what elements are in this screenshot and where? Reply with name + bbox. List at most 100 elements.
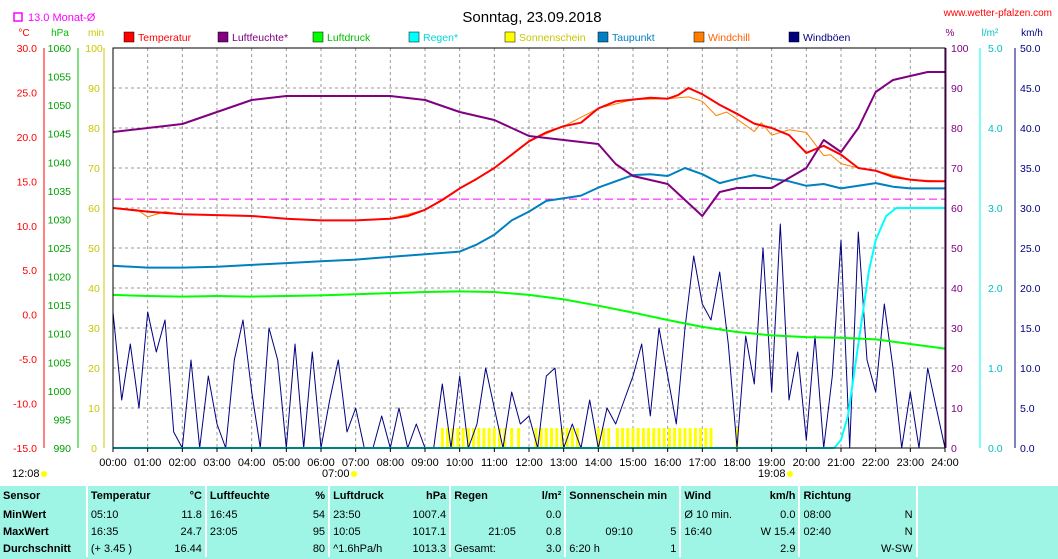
rain-time (449, 506, 519, 523)
sunshine-bar (621, 428, 625, 448)
temp-unit: °C (18, 28, 29, 39)
temp-tick-label: 10.0 (17, 221, 38, 233)
stats-table: Sensor Temperatur °C Luftfeuchte % Luftd… (0, 486, 1058, 557)
x-tick-label: 18:00 (723, 457, 751, 469)
direction-value: N (904, 525, 913, 538)
sunshine-bar (667, 428, 671, 448)
sunshine-bar (704, 428, 708, 448)
legend-label: Regen* (423, 32, 458, 44)
wind-value: W 15.4 (760, 525, 796, 538)
row-label: Durchschnitt (3, 542, 71, 555)
month-avg-label: 13.0 Monat-Ø (28, 12, 96, 24)
sunshine-bar (683, 428, 687, 448)
x-tick-label: 03:00 (203, 457, 231, 469)
rain-tick-label: 4.0 (988, 123, 1003, 135)
pressure-tick-label: 1040 (48, 157, 72, 169)
rain-tick-label: 2.0 (988, 283, 1003, 295)
col-rain-unit: l/m² (541, 490, 562, 502)
pressure-tick-label: 995 (53, 414, 71, 426)
humidity-tick-label: 100 (951, 43, 969, 55)
x-tick-label: 02:00 (169, 457, 197, 469)
legend-swatch (408, 31, 420, 43)
pressure-tick-label: 1035 (48, 186, 72, 198)
sun-unit: min (88, 28, 104, 39)
stats-header-row: Sensor Temperatur °C Luftfeuchte % Luftd… (0, 486, 1058, 506)
sunshine-bar (636, 428, 640, 448)
sunshine-bar (472, 428, 476, 448)
x-tick-label: 05:00 (273, 457, 301, 469)
rain-value: 0.0 (545, 508, 562, 521)
empty-cell (915, 540, 1058, 557)
temp-value: 16.44 (174, 542, 202, 555)
legend-label: Temperatur (138, 32, 192, 44)
stats-row-min: MinWert 05:10 11.8 16:45 54 23:50 1007.4… (0, 506, 1058, 523)
sunshine-bar (673, 428, 677, 448)
legend-swatch (504, 31, 516, 43)
temp-tick-label: 5.0 (22, 265, 37, 277)
x-tick-label: 16:00 (654, 457, 682, 469)
x-tick-label: 22:00 (862, 457, 890, 469)
rain-unit: l/m² (982, 28, 999, 39)
direction-value: N (904, 508, 913, 521)
col-pressure: Luftdruck (328, 486, 408, 506)
wind-tick-label: 0.0 (1020, 443, 1035, 455)
x-tick-label: 24:00 (931, 457, 959, 469)
wind-time: 16:40 (679, 523, 745, 540)
temp-tick-label: 30.0 (17, 43, 38, 55)
legend-swatch (312, 31, 324, 43)
humidity-time: 23:05 (204, 523, 287, 540)
direction-time: 02:40 (798, 523, 863, 540)
col-direction-spacer (862, 486, 917, 506)
temp-tick-label: 25.0 (17, 87, 38, 99)
pressure-tick-label: 1030 (48, 214, 72, 226)
sunshine-bar (626, 428, 630, 448)
pressure-tick-label: 1010 (48, 329, 72, 341)
sunshine-bar (688, 428, 692, 448)
sunshine-bar (662, 428, 666, 448)
humidity-tick-label: 50 (951, 243, 963, 255)
sunshine-bar (615, 428, 619, 448)
wind-value: 2.9 (780, 542, 796, 555)
col-humidity-unit: % (315, 490, 326, 502)
legend-swatch (123, 31, 135, 43)
pressure-time: 10:05 (328, 523, 408, 540)
sun-tick-label: 60 (88, 203, 100, 215)
temp-tick-label: 0.0 (22, 310, 37, 322)
site-url: www.wetter-pfalzen.com (943, 8, 1052, 19)
stats-row-avg: Durchschnitt (+ 3.45 ) 16.44 80 ^1.6hPa/… (0, 540, 1058, 557)
humidity-tick-label: 10 (951, 403, 963, 415)
x-tick-label: 17:00 (689, 457, 717, 469)
x-tick-label: 09:00 (411, 457, 439, 469)
x-tick-label: 23:00 (897, 457, 925, 469)
x-tick-label: 15:00 (619, 457, 647, 469)
sunshine-bar (498, 428, 502, 448)
humidity-time (204, 540, 287, 557)
legend-label: Luftfeuchte* (232, 32, 288, 44)
sun-value: 5 (670, 525, 677, 538)
legend: Temperatur Luftfeuchte* Luftdruck Regen* Son… (123, 31, 850, 44)
humidity-tick-label: 90 (951, 83, 963, 95)
sunshine-bar (570, 428, 574, 448)
sunshine-bar (487, 428, 491, 448)
direction-time: 08:00 (798, 506, 863, 523)
pressure-tick-label: 1045 (48, 129, 72, 141)
pressure-tick-label: 1020 (48, 272, 72, 284)
wind-value: 0.0 (780, 508, 796, 521)
col-empty (915, 486, 1058, 506)
legend-swatch (217, 31, 229, 43)
empty-cell (915, 506, 1058, 523)
humidity-tick-label: 0 (951, 443, 957, 455)
series-line (113, 207, 945, 449)
legend-swatch (788, 31, 800, 43)
rain-tick-label: 1.0 (988, 363, 1003, 375)
temp-tick-label: -15.0 (13, 443, 37, 455)
x-tick-label: 08:00 (377, 457, 405, 469)
temp-tick-label: -5.0 (19, 354, 37, 366)
sun-time: 6:20 h (564, 540, 636, 557)
humidity-time: 16:45 (204, 506, 287, 523)
humidity-value: 95 (312, 525, 326, 538)
wind-tick-label: 5.0 (1020, 403, 1035, 415)
sunshine-bars (440, 428, 739, 448)
x-tick-label: 12:00 (515, 457, 543, 469)
x-tick-label: 04:00 (238, 457, 266, 469)
